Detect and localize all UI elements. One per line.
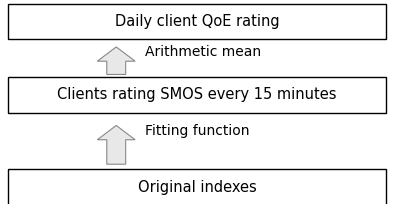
Polygon shape	[97, 125, 135, 164]
FancyBboxPatch shape	[8, 4, 386, 39]
Text: Fitting function: Fitting function	[145, 124, 249, 137]
Text: Arithmetic mean: Arithmetic mean	[145, 45, 261, 59]
Text: Daily client QoE rating: Daily client QoE rating	[115, 14, 279, 29]
Polygon shape	[97, 47, 135, 74]
FancyBboxPatch shape	[8, 169, 386, 204]
Text: Original indexes: Original indexes	[138, 180, 256, 195]
FancyBboxPatch shape	[8, 77, 386, 113]
Text: Clients rating SMOS every 15 minutes: Clients rating SMOS every 15 minutes	[57, 87, 337, 102]
